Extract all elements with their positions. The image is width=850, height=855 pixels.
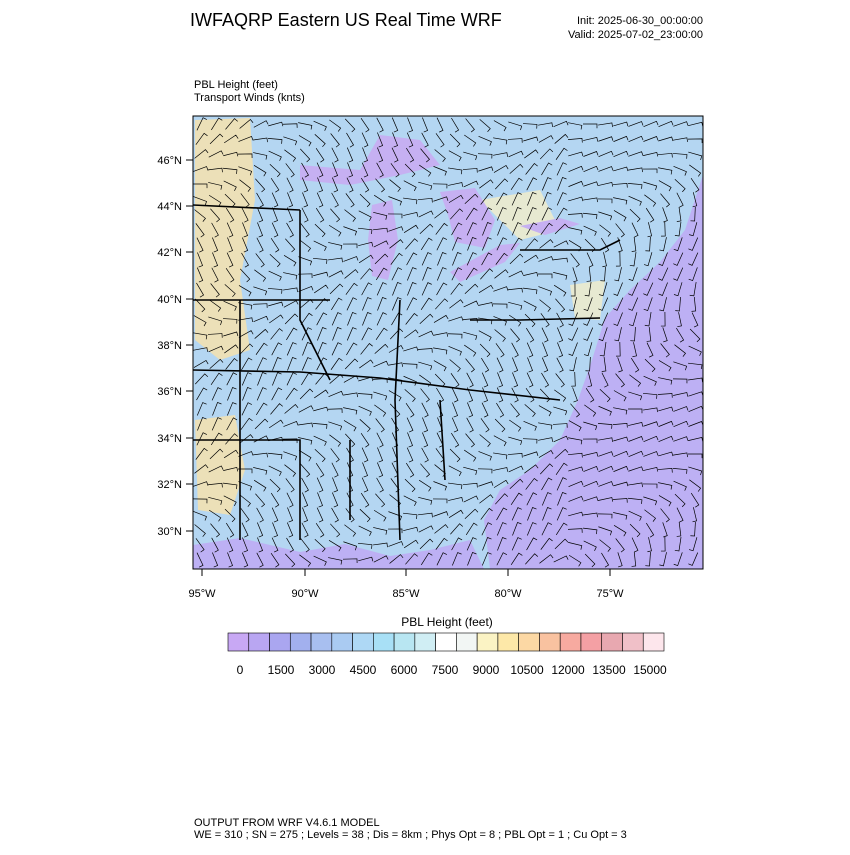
lat-label: 30°N xyxy=(157,526,182,538)
lon-label: 95°W xyxy=(188,588,216,600)
wind-barb xyxy=(193,117,703,568)
colorbar-box xyxy=(497,632,519,652)
colorbar-box xyxy=(476,632,499,652)
colorbar-label: 12000 xyxy=(551,663,585,677)
colorbar-label: 7500 xyxy=(432,663,459,677)
colorbar-box xyxy=(580,632,603,652)
colorbar-box xyxy=(248,632,270,652)
lat-label: 42°N xyxy=(157,247,182,259)
colorbar-label: 15000 xyxy=(633,663,667,677)
lat-label: 46°N xyxy=(157,155,182,167)
colorbar-box xyxy=(435,632,457,652)
colorbar-box xyxy=(310,632,333,652)
colorbar-box xyxy=(289,632,312,652)
lon-label: 75°W xyxy=(596,588,624,600)
colorbar-label: 0 xyxy=(237,663,244,677)
lon-label: 80°W xyxy=(494,588,522,600)
footer-line: WE = 310 ; SN = 275 ; Levels = 38 ; Dis … xyxy=(194,829,627,841)
warm-area xyxy=(570,280,605,320)
map xyxy=(193,116,703,569)
colorbar-box xyxy=(518,632,540,652)
colorbar-box xyxy=(456,632,478,652)
lat-label: 32°N xyxy=(157,479,182,491)
lake xyxy=(520,218,580,235)
colorbar-label: 4500 xyxy=(350,663,377,677)
title: IWFAQRP Eastern US Real Time WRF xyxy=(190,10,502,30)
colorbar-box xyxy=(559,632,582,652)
colorbar-label: 3000 xyxy=(309,663,336,677)
colorbar-label: 6000 xyxy=(391,663,418,677)
colorbar-box xyxy=(269,632,291,652)
wind-label: Transport Winds (knts) xyxy=(194,92,305,104)
lake xyxy=(450,243,520,282)
field-label: PBL Height (feet) xyxy=(194,79,278,91)
colorbar-box xyxy=(414,632,436,652)
lat-label: 36°N xyxy=(157,386,182,398)
borders xyxy=(193,204,621,541)
colorbar-box xyxy=(601,632,623,652)
lon-label: 85°W xyxy=(392,588,420,600)
lat-label: 40°N xyxy=(157,294,182,306)
lon-label: 90°W xyxy=(291,588,319,600)
map-frame xyxy=(192,115,704,570)
colorbar-box xyxy=(352,632,374,652)
ocean xyxy=(484,175,703,569)
lake xyxy=(368,200,398,280)
colorbar-label: 9000 xyxy=(473,663,500,677)
colorbar-box xyxy=(227,632,250,652)
colorbar-label: 10500 xyxy=(510,663,544,677)
colorbar-box xyxy=(642,632,665,652)
lat-label: 38°N xyxy=(157,340,182,352)
lat-label: 34°N xyxy=(157,433,182,445)
gulf xyxy=(193,538,484,569)
colorbar: PBL Height (feet) 0 1500 3000 4500 6000 7500 90… xyxy=(227,615,667,677)
lat-label: 44°N xyxy=(157,201,182,213)
colorbar-box xyxy=(622,632,644,652)
colorbar-title: PBL Height (feet) xyxy=(401,615,493,629)
colorbar-box xyxy=(331,632,353,652)
colorbar-label: 1500 xyxy=(268,663,295,677)
colorbar-label: 13500 xyxy=(592,663,626,677)
wind-barbs xyxy=(193,117,703,568)
colorbar-box xyxy=(393,632,416,652)
init-time: Init: 2025-06-30_00:00:00 xyxy=(577,15,703,27)
colorbar-box xyxy=(373,632,395,652)
lake xyxy=(300,135,440,185)
valid-time: Valid: 2025-07-02_23:00:00 xyxy=(568,29,703,41)
footer-line: OUTPUT FROM WRF V4.6.1 MODEL xyxy=(194,817,380,829)
colorbar-box xyxy=(539,632,561,652)
